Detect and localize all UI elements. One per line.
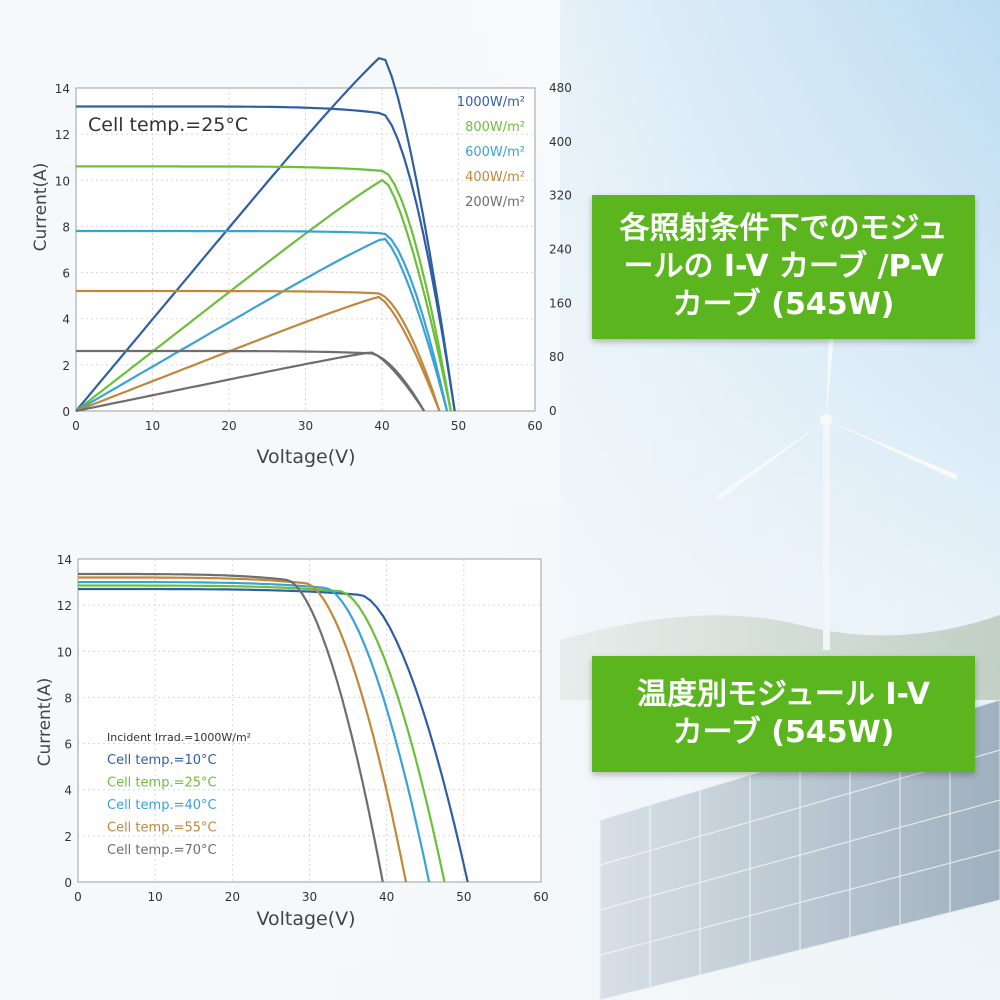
x-tick-label: 30: [298, 419, 313, 433]
pv-curve: [75, 56, 456, 412]
iv-curve: [76, 229, 449, 412]
pv-curve: [75, 351, 426, 413]
x-axis-label: Voltage(V): [256, 908, 355, 930]
iv-curve: [76, 289, 441, 412]
y-tick-label: 12: [57, 599, 72, 613]
iv-curve: [78, 584, 446, 883]
y-tick-label: 6: [62, 267, 70, 281]
annotation: Incident Irrad.=1000W/m²: [107, 731, 251, 744]
y-tick-label: 8: [62, 220, 70, 234]
x-tick-label: 20: [221, 419, 236, 433]
legend-entry: Cell temp.=10°C: [107, 753, 217, 768]
y2-tick-label: 400: [549, 135, 572, 149]
legend-entry: Cell temp.=55°C: [107, 821, 217, 836]
pv-curve: [75, 178, 452, 412]
y-tick-label: 6: [64, 738, 72, 752]
x-tick-label: 40: [374, 419, 389, 433]
temperature-title-banner: 温度別モジュール I-V カーブ (545W): [592, 656, 975, 772]
y-tick-label: 10: [55, 174, 70, 188]
legend-entry: Cell temp.=25°C: [107, 776, 217, 791]
y-tick-label: 10: [57, 645, 72, 659]
y-axis-label: Current(A): [31, 163, 51, 252]
grid: [78, 559, 541, 882]
y-axis-label: Current(A): [35, 678, 55, 767]
temperature-iv-chart: 0 10 20 30 40 50 60 0 2 4 6 8 10 12 14 Incident Irrad…: [35, 553, 549, 930]
series-group: [78, 572, 469, 883]
iv-pv-title-banner: 各照射条件下でのモジュ ールの I-V カーブ /P-V カーブ (545W): [592, 195, 975, 339]
legend-entry: 800W/m²: [465, 120, 525, 135]
x-tick-label: 60: [533, 890, 548, 904]
iv-curve: [76, 105, 456, 412]
y-tick-label: 2: [62, 359, 70, 373]
x-tick-label: 10: [145, 419, 160, 433]
legend-entry: 200W/m²: [465, 195, 525, 210]
x-tick-label: 0: [72, 419, 80, 433]
pv-curve: [75, 237, 449, 412]
pv-curve: [75, 295, 441, 413]
x-tick-label: 60: [527, 419, 542, 433]
y-tick-label: 2: [64, 830, 72, 844]
legend-entry: 1000W/m²: [457, 95, 525, 110]
y-tick-labels: 0 2 4 6 8 10 12 14: [57, 553, 72, 890]
x-tick-labels: 0 10 20 30 40 50 60: [72, 419, 542, 433]
y2-tick-label: 0: [549, 404, 557, 418]
y-tick-label: 4: [62, 313, 70, 327]
annotation: Cell temp.=25°C: [88, 114, 248, 136]
y-tick-label: 14: [57, 553, 72, 567]
x-tick-label: 0: [74, 890, 82, 904]
y2-tick-label: 160: [549, 296, 572, 310]
iv-curve: [78, 572, 384, 883]
iv-curve: [78, 576, 408, 883]
y-tick-label: 0: [62, 405, 70, 419]
y2-tick-label: 320: [549, 189, 572, 203]
y2-tick-label: 80: [549, 350, 564, 364]
x-tick-label: 30: [302, 890, 317, 904]
x-tick-label: 50: [451, 419, 466, 433]
iv-pv-chart: 0 10 20 30 40 50 60 0 2 4 6 8 10 12 14 0 80 160 240 320 40…: [31, 56, 572, 468]
legend: Cell temp.=10°C Cell temp.=25°C Cell temp.…: [107, 753, 217, 858]
x-tick-label: 50: [456, 890, 471, 904]
legend-entry: 600W/m²: [465, 145, 525, 160]
x-tick-label: 20: [225, 890, 240, 904]
y2-tick-labels: 0 80 160 240 320 400 480: [549, 81, 572, 418]
iv-curve: [78, 587, 469, 883]
legend: 1000W/m² 800W/m² 600W/m² 400W/m² 200W/m²: [457, 95, 525, 210]
series-group: [75, 56, 456, 413]
y-tick-label: 12: [55, 128, 70, 142]
x-tick-label: 40: [379, 890, 394, 904]
x-tick-label: 10: [148, 890, 163, 904]
legend-entry: 400W/m²: [465, 170, 525, 185]
y-tick-label: 8: [64, 691, 72, 705]
legend-entry: Cell temp.=40°C: [107, 798, 217, 813]
x-tick-labels: 0 10 20 30 40 50 60: [74, 890, 548, 904]
y2-tick-label: 480: [549, 81, 572, 95]
y-tick-label: 4: [64, 784, 72, 798]
legend-entry: Cell temp.=70°C: [107, 843, 217, 858]
iv-curve: [76, 165, 452, 412]
y-tick-labels: 0 2 4 6 8 10 12 14: [55, 82, 70, 419]
x-axis-label: Voltage(V): [256, 446, 355, 468]
iv-curve: [78, 581, 431, 883]
y-tick-label: 0: [64, 876, 72, 890]
y2-tick-label: 240: [549, 243, 572, 257]
y-tick-label: 14: [55, 82, 70, 96]
